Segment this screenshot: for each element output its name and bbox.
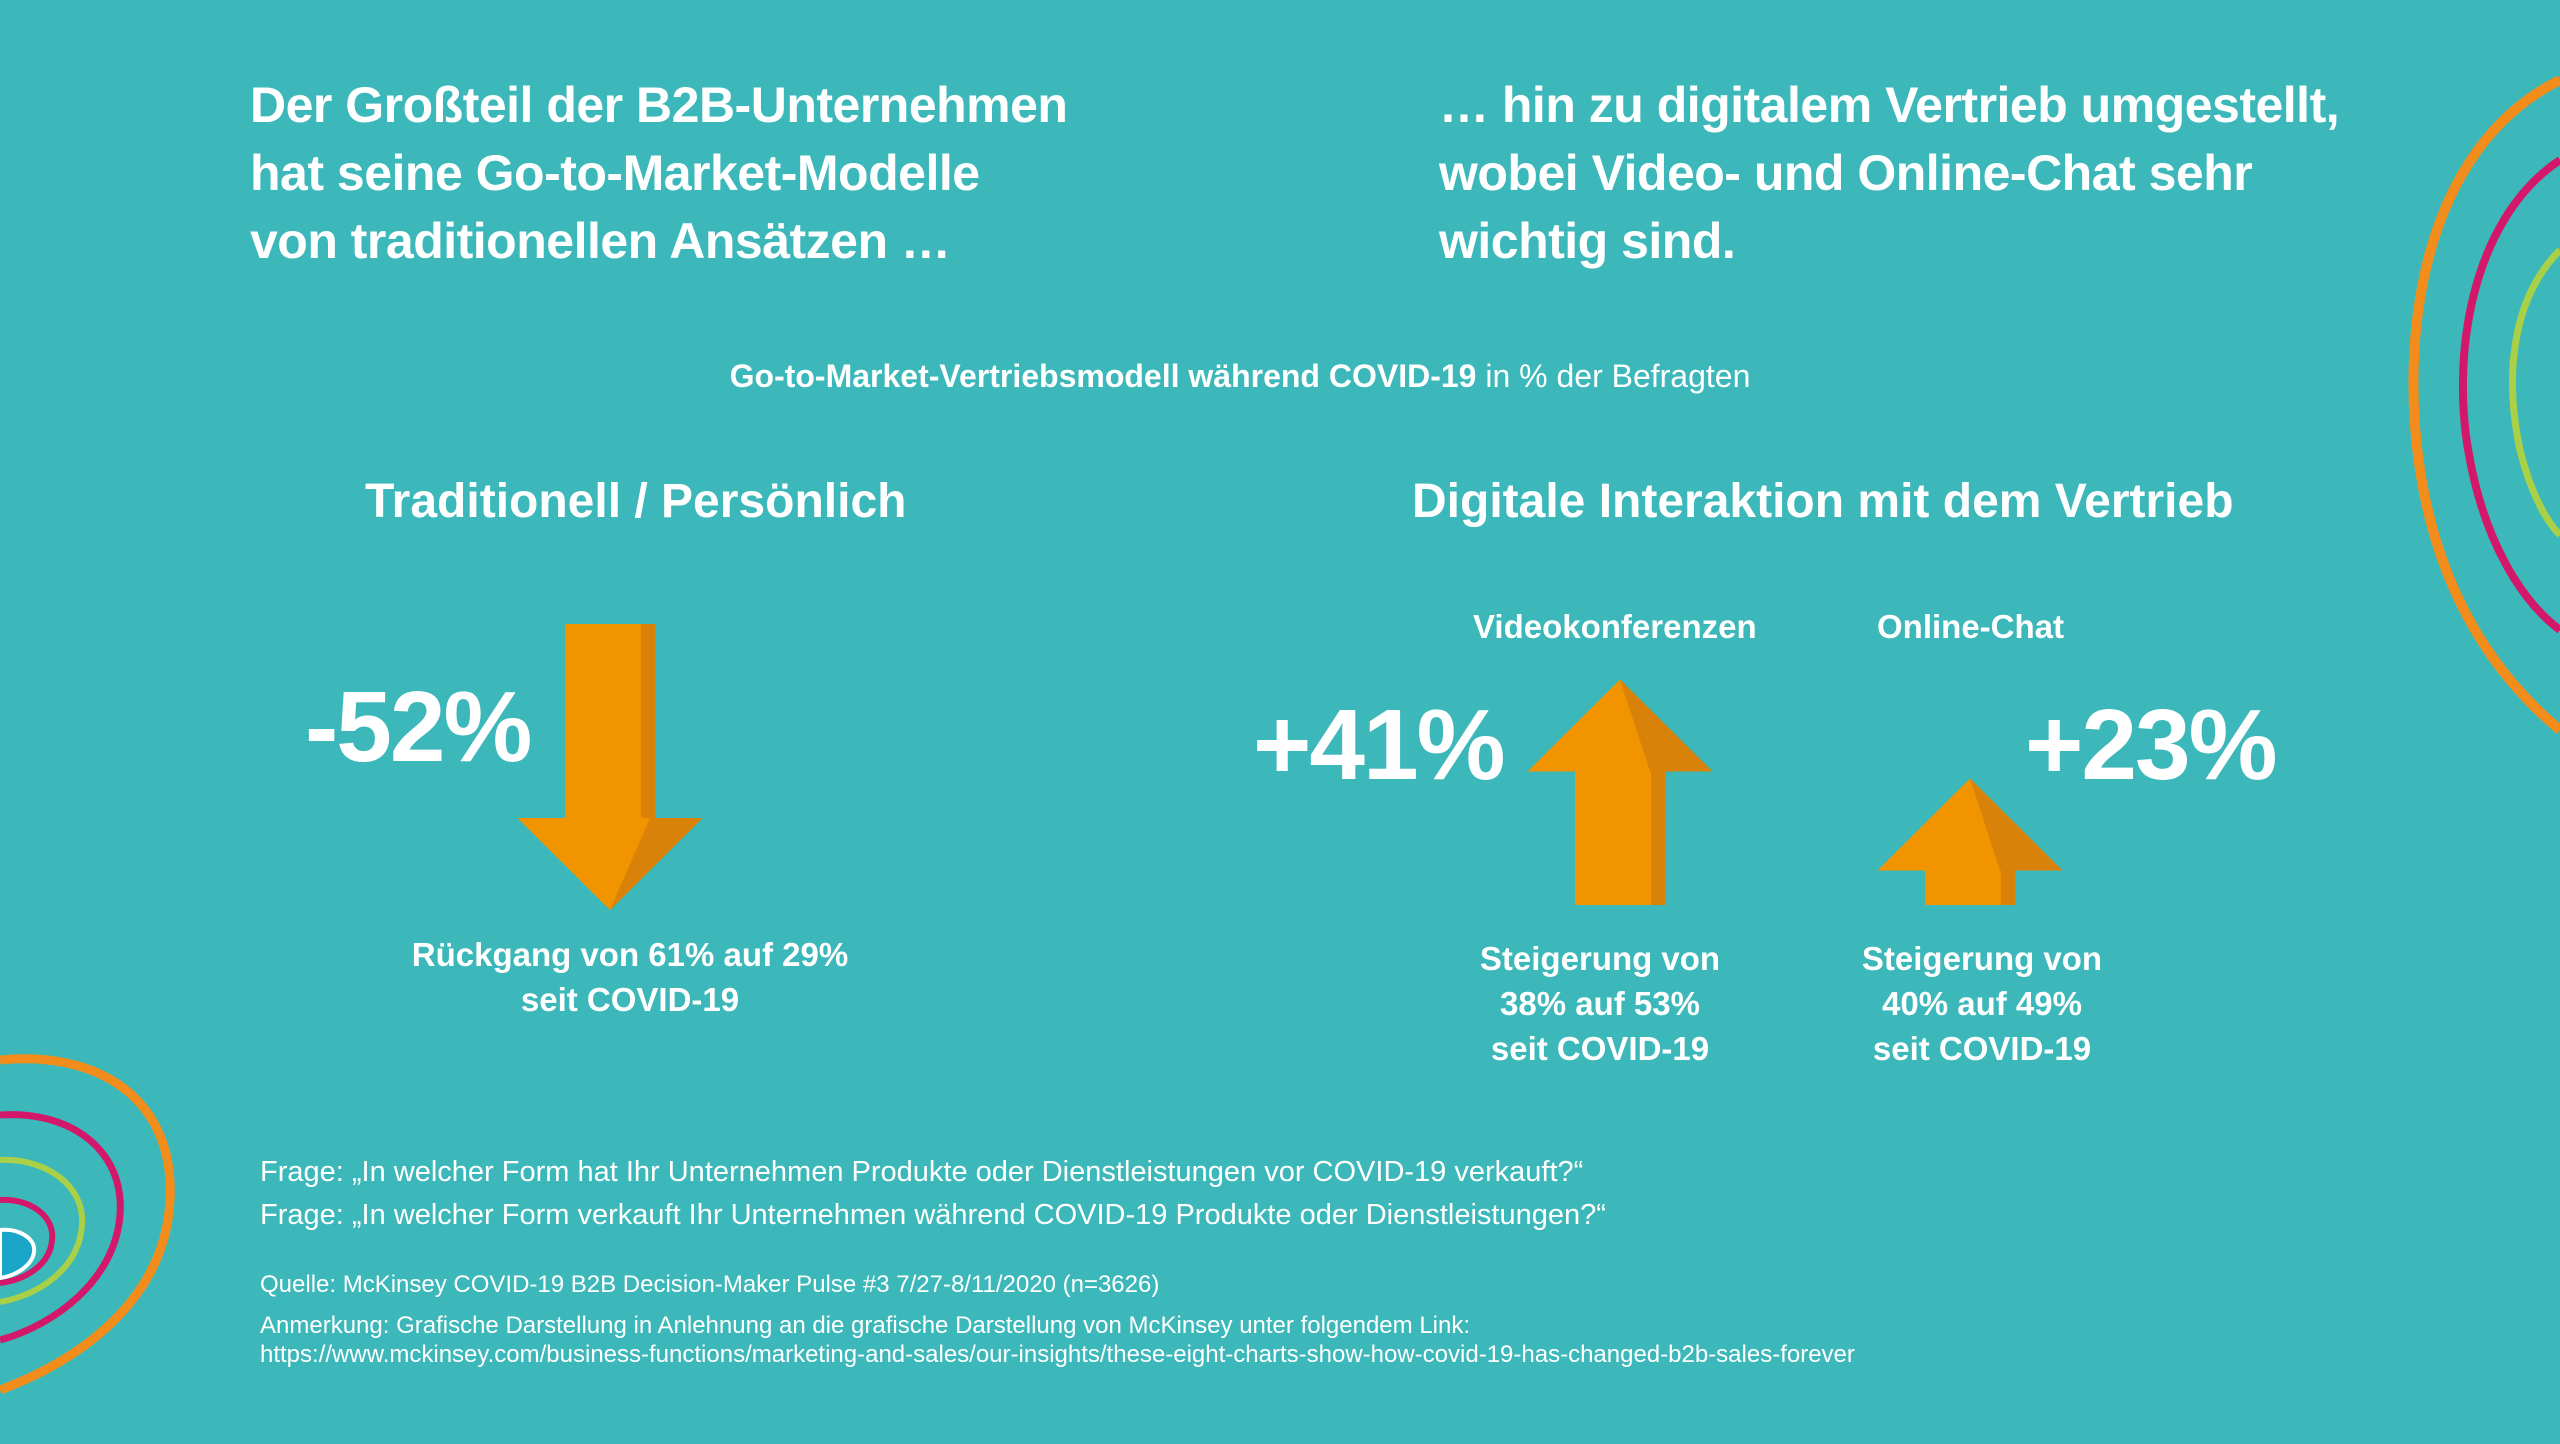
arrow-video-head-shade	[1620, 679, 1713, 772]
label-online-chat: Online-Chat	[1877, 608, 2064, 645]
annotation-text: Anmerkung: Grafische Darstellung in Anle…	[260, 1312, 1471, 1339]
headline-right-line: wobei Video- und Online-Chat sehr	[1439, 145, 2253, 201]
headline-left-line: Der Großteil der B2B-Unternehmen	[250, 77, 1068, 133]
arrow-traditional-body	[517, 624, 703, 910]
value-video-change: +41%	[1253, 689, 1506, 801]
chart-subtitle-regular: in % der Befragten	[1476, 358, 1751, 394]
headline-right: … hin zu digitalem Vertrieb umgestellt, …	[1439, 71, 2340, 275]
arrow-chat-head-shade	[1970, 778, 2063, 871]
caption-traditional-line: seit COVID-19	[520, 981, 740, 1018]
survey-question: Frage: „In welcher Form hat Ihr Unterneh…	[260, 1156, 1584, 1188]
value-chat-change: +23%	[2025, 689, 2278, 801]
arrow-up-video	[1527, 679, 1713, 905]
caption-video: Steigerung von 38% auf 53% seit COVID-19	[1450, 936, 1750, 1071]
caption-chat-line: 40% auf 49%	[1882, 985, 2082, 1022]
arrow-traditional-head-shade	[610, 818, 703, 910]
arrow-chat-shade	[2001, 870, 2015, 905]
chart-subtitle-bold: Go-to-Market-Vertriebsmodell während COV…	[729, 358, 1477, 394]
arrow-up-chat	[1877, 778, 2063, 905]
caption-traditional: Rückgang von 61% auf 29% seit COVID-19	[380, 932, 880, 1022]
caption-chat-line: seit COVID-19	[1872, 1030, 2092, 1067]
arrow-video-shade	[1651, 771, 1665, 905]
decorative-rings-left	[0, 1054, 175, 1395]
arrow-traditional-shade	[641, 624, 655, 818]
arrow-chat-body	[1877, 778, 2063, 905]
caption-video-line: 38% auf 53%	[1500, 985, 1700, 1022]
headline-left-line: von traditionellen Ansätzen …	[250, 213, 951, 269]
arrow-down-traditional	[517, 624, 703, 910]
label-videokonferenzen: Videokonferenzen	[1473, 608, 1757, 645]
headline-right-line: wichtig sind.	[1439, 213, 1736, 269]
caption-chat: Steigerung von 40% auf 49% seit COVID-19	[1832, 936, 2132, 1071]
source-note: Quelle: McKinsey COVID-19 B2B Decision-M…	[260, 1271, 1160, 1298]
caption-video-line: seit COVID-19	[1490, 1030, 1710, 1067]
headline-right-line: … hin zu digitalem Vertrieb umgestellt,	[1439, 77, 2340, 133]
value-traditional-change: -52%	[305, 671, 532, 783]
caption-video-line: Steigerung von	[1479, 940, 1721, 977]
decorative-rings-right	[2408, 75, 2560, 734]
survey-questions: Frage: „In welcher Form hat Ihr Unterneh…	[260, 1151, 1606, 1237]
section-title-digital: Digitale Interaktion mit dem Vertrieb	[1412, 475, 2234, 528]
headline-left-line: hat seine Go-to-Market-Modelle	[250, 145, 980, 201]
survey-question: Frage: „In welcher Form verkauft Ihr Unt…	[260, 1199, 1606, 1231]
section-title-traditional: Traditionell / Persönlich	[365, 475, 907, 528]
annotation-link[interactable]: https://www.mckinsey.com/business-functi…	[260, 1341, 1855, 1368]
arrow-video-body	[1527, 679, 1713, 905]
caption-chat-line: Steigerung von	[1861, 940, 2103, 977]
caption-traditional-line: Rückgang von 61% auf 29%	[411, 936, 849, 973]
headline-left: Der Großteil der B2B-Unternehmen hat sei…	[250, 71, 1068, 275]
annotation-note: Anmerkung: Grafische Darstellung in Anle…	[260, 1311, 1855, 1369]
chart-subtitle: Go-to-Market-Vertriebsmodell während COV…	[0, 358, 2480, 395]
